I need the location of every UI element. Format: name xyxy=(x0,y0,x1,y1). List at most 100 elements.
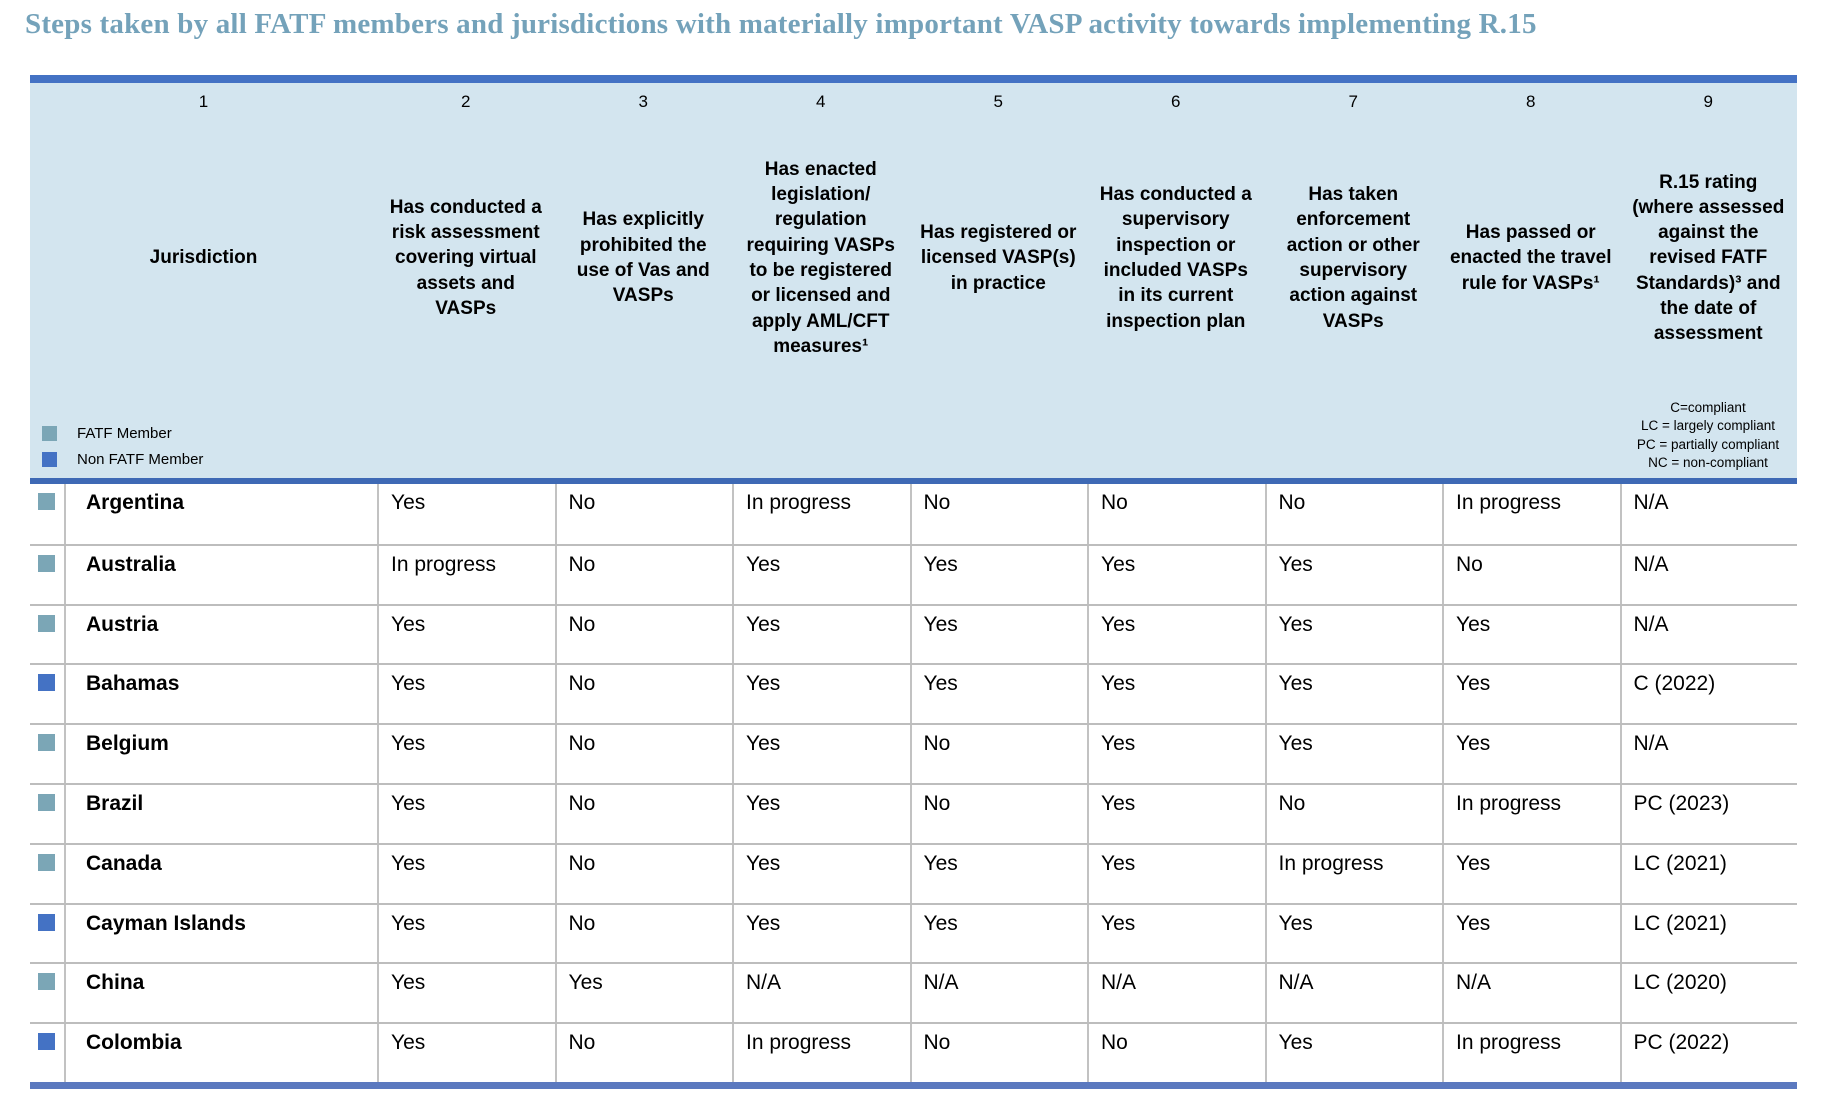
jurisdiction-name: Bahamas xyxy=(64,665,377,724)
status-value-cell: Yes xyxy=(909,844,1088,903)
status-value-cell: N/A xyxy=(1442,964,1620,1023)
status-value-cell: No xyxy=(554,1024,733,1082)
status-value-cell: No xyxy=(1087,1024,1265,1082)
status-value-cell: Yes xyxy=(909,665,1088,724)
status-value-cell: Yes xyxy=(377,964,555,1023)
member-legend: FATF Member Non FATF Member xyxy=(42,416,203,468)
status-value-cell: N/A xyxy=(732,964,910,1023)
status-value-cell: In progress xyxy=(377,545,555,604)
status-value-cell: Yes xyxy=(1442,665,1620,724)
status-value-cell: Yes xyxy=(554,964,733,1023)
jurisdiction-name: Brazil xyxy=(64,784,377,843)
status-value-cell: Yes xyxy=(1442,904,1620,963)
non-fatf-member-swatch-icon xyxy=(42,452,57,467)
vasp-steps-table: 1 2 3 4 5 6 7 8 9 Jurisdiction Has condu… xyxy=(30,75,1797,1089)
status-value-cell: Yes xyxy=(732,665,910,724)
status-value-cell: N/A xyxy=(1619,484,1798,544)
member-marker-cell xyxy=(30,484,64,544)
member-marker-cell xyxy=(30,964,64,1022)
status-value-cell: In progress xyxy=(732,484,910,544)
status-value-cell: No xyxy=(909,1024,1088,1082)
fatf-member-marker-icon xyxy=(38,554,55,572)
column-number: 4 xyxy=(816,92,826,111)
status-value-cell: No xyxy=(554,665,733,724)
column-number-row: 1 2 3 4 5 6 7 8 9 xyxy=(30,83,1797,118)
status-value-cell: PC (2023) xyxy=(1619,784,1798,843)
member-marker-cell xyxy=(30,606,64,664)
status-value-cell: Yes xyxy=(1087,844,1265,903)
status-value-cell: PC (2022) xyxy=(1619,1024,1798,1082)
member-marker-cell xyxy=(30,905,64,963)
status-value-cell: No xyxy=(1264,484,1443,544)
status-value-cell: Yes xyxy=(1442,725,1620,783)
status-value-cell: LC (2021) xyxy=(1619,904,1798,963)
member-marker-cell xyxy=(30,845,64,903)
legend-label: Non FATF Member xyxy=(77,451,204,468)
table-row: Australia In progress No Yes Yes Yes Yes No N/A xyxy=(30,543,1798,604)
status-value-cell: No xyxy=(554,545,733,604)
status-value-cell: Yes xyxy=(1087,545,1265,604)
status-value-cell: In progress xyxy=(1442,1024,1620,1082)
status-value-cell: No xyxy=(909,725,1088,783)
status-value-cell: LC (2021) xyxy=(1619,844,1798,903)
status-value-cell: Yes xyxy=(732,904,910,963)
status-value-cell: Yes xyxy=(377,1024,555,1082)
status-value-cell: No xyxy=(554,605,733,664)
legend-label: FATF Member xyxy=(77,425,172,442)
status-value-cell: Yes xyxy=(377,904,555,963)
table-row: Canada Yes No Yes Yes Yes In progress Yes LC (20… xyxy=(30,842,1798,903)
jurisdiction-name: Colombia xyxy=(64,1024,377,1082)
status-value-cell: No xyxy=(909,484,1088,544)
status-value-cell: Yes xyxy=(1087,784,1265,843)
table-row: Cayman Islands Yes No Yes Yes Yes Yes Yes LC (20… xyxy=(30,902,1798,963)
status-value-cell: Yes xyxy=(1264,665,1443,724)
member-marker-cell xyxy=(30,725,64,783)
column-number: 3 xyxy=(638,92,648,111)
jurisdiction-name: China xyxy=(64,964,377,1023)
status-value-cell: N/A xyxy=(1619,545,1798,604)
legend-item-non-fatf-member: Non FATF Member xyxy=(42,451,203,468)
column-header-risk-assessment: Has conducted a risk assessment covering… xyxy=(389,196,542,319)
status-value-cell: N/A xyxy=(1619,725,1798,783)
column-number: 7 xyxy=(1348,92,1358,111)
header-bottom-strip: FATF Member Non FATF Member C=compliant … xyxy=(30,398,1797,478)
status-value-cell: Yes xyxy=(377,665,555,724)
fatf-member-swatch-icon xyxy=(42,426,57,441)
status-value-cell: No xyxy=(554,844,733,903)
fatf-member-marker-icon xyxy=(38,614,55,632)
column-header-jurisdiction: Jurisdiction xyxy=(149,247,258,269)
member-marker-cell xyxy=(30,785,64,843)
jurisdiction-name: Austria xyxy=(64,605,377,664)
status-value-cell: No xyxy=(554,725,733,783)
fatf-member-marker-icon xyxy=(38,793,55,811)
status-value-cell: No xyxy=(554,484,733,544)
status-value-cell: Yes xyxy=(1087,725,1265,783)
column-header-travel-rule: Has passed or enacted the travel rule fo… xyxy=(1449,222,1612,294)
status-value-cell: Yes xyxy=(377,784,555,843)
status-value-cell: Yes xyxy=(1264,725,1443,783)
status-value-cell: Yes xyxy=(377,605,555,664)
status-value-cell: LC (2020) xyxy=(1619,964,1798,1023)
member-marker-cell xyxy=(30,665,64,723)
status-value-cell: Yes xyxy=(377,725,555,783)
legend-item-fatf-member: FATF Member xyxy=(42,425,203,442)
rating-key: C=compliant LC = largely compliant PC = … xyxy=(1619,399,1797,474)
status-value-cell: Yes xyxy=(1264,545,1443,604)
column-header-registered: Has registered or licensed VASP(s) in pr… xyxy=(920,222,1077,294)
column-number: 5 xyxy=(993,92,1003,111)
status-value-cell: N/A xyxy=(1087,964,1265,1023)
table-row: China Yes Yes N/A N/A N/A N/A N/A LC (2020) xyxy=(30,962,1798,1023)
rating-key-line: NC = non-compliant xyxy=(1648,455,1768,471)
column-header-legislation: Has enacted legislation/ regulation requ… xyxy=(746,158,895,357)
status-value-cell: Yes xyxy=(1087,904,1265,963)
status-value-cell: No xyxy=(1264,784,1443,843)
table-top-border xyxy=(30,75,1797,83)
status-value-cell: In progress xyxy=(1264,844,1443,903)
table-header: 1 2 3 4 5 6 7 8 9 Jurisdiction Has condu… xyxy=(30,83,1797,478)
member-marker-cell xyxy=(30,546,64,604)
status-value-cell: No xyxy=(909,784,1088,843)
column-header-enforcement: Has taken enforcement action or other su… xyxy=(1286,184,1420,332)
table-row: Brazil Yes No Yes No Yes No In progress PC (2023… xyxy=(30,782,1798,843)
jurisdiction-name: Canada xyxy=(64,844,377,903)
status-value-cell: Yes xyxy=(1264,904,1443,963)
